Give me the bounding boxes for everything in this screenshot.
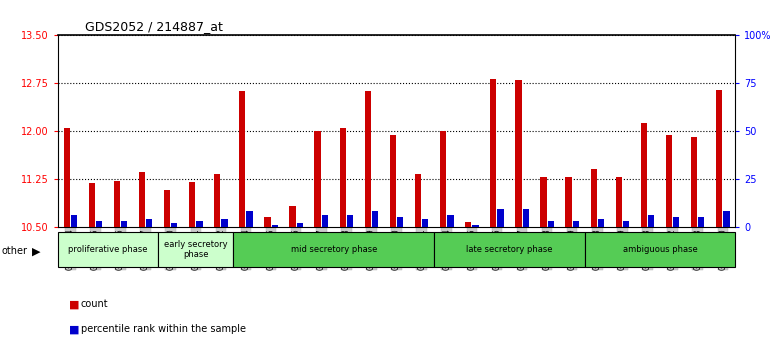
Bar [222, 219, 228, 227]
Text: ■: ■ [69, 299, 80, 309]
Bar [114, 181, 120, 227]
Bar [71, 215, 77, 227]
Text: late secretory phase: late secretory phase [466, 245, 553, 254]
Text: ▶: ▶ [32, 246, 41, 256]
Bar [314, 131, 321, 227]
Bar [296, 223, 303, 227]
Text: ambiguous phase: ambiguous phase [623, 245, 698, 254]
Bar [490, 79, 497, 227]
Bar [63, 128, 70, 227]
Bar [497, 209, 504, 227]
Bar [146, 219, 152, 227]
Bar [158, 232, 233, 267]
Bar [584, 232, 735, 267]
Bar [171, 223, 177, 227]
Bar [96, 221, 102, 227]
Bar [233, 232, 434, 267]
Bar [415, 174, 421, 227]
Bar [239, 91, 246, 227]
Bar [673, 217, 679, 227]
Bar [616, 177, 622, 227]
Text: mid secretory phase: mid secretory phase [290, 245, 377, 254]
Bar [648, 215, 654, 227]
Bar [447, 215, 454, 227]
Bar [390, 136, 396, 227]
Bar [422, 219, 428, 227]
Bar [58, 232, 158, 267]
Bar [716, 90, 722, 227]
Bar [196, 221, 203, 227]
Bar [641, 123, 647, 227]
Bar [246, 211, 253, 227]
Bar [547, 221, 554, 227]
Text: GDS2052 / 214887_at: GDS2052 / 214887_at [85, 20, 223, 33]
Bar [214, 174, 220, 227]
Bar [164, 190, 170, 227]
Bar [565, 177, 571, 227]
Bar [465, 222, 471, 227]
Bar [272, 225, 278, 227]
Text: percentile rank within the sample: percentile rank within the sample [81, 324, 246, 334]
Bar [541, 177, 547, 227]
Bar [365, 91, 371, 227]
Bar [623, 221, 629, 227]
Bar [189, 182, 196, 227]
Bar [340, 128, 346, 227]
Bar [573, 221, 579, 227]
Bar [666, 136, 672, 227]
Bar [139, 172, 145, 227]
Bar [523, 209, 529, 227]
Bar [591, 169, 597, 227]
Bar [121, 221, 127, 227]
Text: count: count [81, 299, 109, 309]
Bar [372, 211, 378, 227]
Bar [472, 225, 479, 227]
Bar [322, 215, 328, 227]
Bar [691, 137, 697, 227]
Bar [346, 215, 353, 227]
Bar [264, 217, 270, 227]
Bar [598, 219, 604, 227]
Bar [515, 80, 521, 227]
Text: ■: ■ [69, 324, 80, 334]
Bar [440, 131, 447, 227]
Bar [698, 217, 705, 227]
Bar [290, 206, 296, 227]
Bar [723, 211, 730, 227]
Text: other: other [2, 246, 28, 256]
Text: proliferative phase: proliferative phase [69, 245, 148, 254]
Bar [89, 183, 95, 227]
Bar [397, 217, 403, 227]
Text: early secretory
phase: early secretory phase [164, 240, 228, 259]
Bar [434, 232, 584, 267]
